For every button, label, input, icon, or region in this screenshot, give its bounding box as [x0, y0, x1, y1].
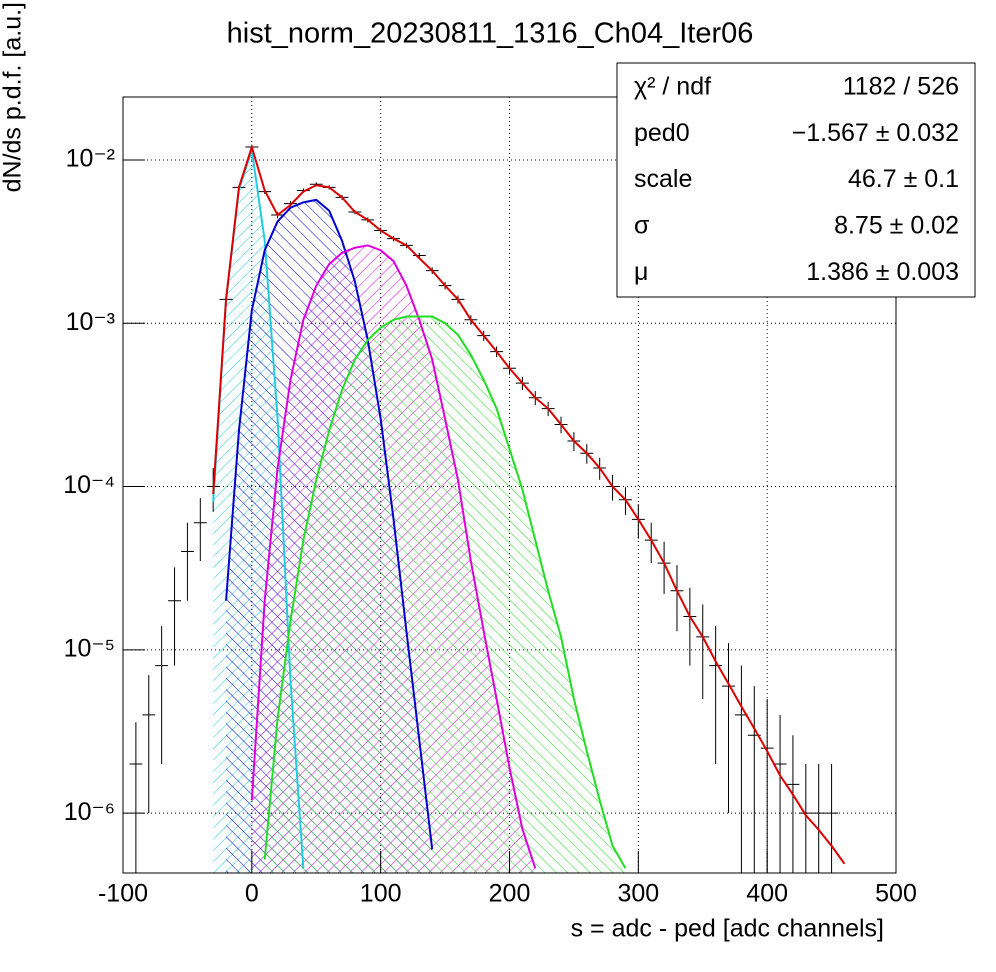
data-point [799, 763, 813, 873]
data-point [786, 735, 800, 873]
data-point [129, 722, 143, 873]
y-tick-label: 10⁻⁴ [63, 471, 115, 499]
y-tick-label: 10⁻⁶ [64, 798, 115, 826]
data-point [180, 522, 194, 601]
fit-curve [225, 198, 434, 850]
data-point [142, 675, 156, 814]
stats-label: scale [634, 165, 692, 193]
data-point [168, 567, 181, 666]
stats-label: χ² / ndf [634, 73, 711, 101]
x-tick-label: 500 [875, 880, 917, 908]
hatch-layer [213, 150, 626, 873]
x-tick-label: 300 [617, 880, 659, 908]
x-tick-label: -100 [98, 880, 148, 908]
x-tick-label: 400 [746, 880, 788, 908]
x-tick-label: 0 [245, 880, 259, 908]
x-axis-label: s = adc - ped [adc channels] [571, 915, 884, 943]
stats-value: 1182 / 526 [843, 73, 959, 101]
stats-value: 8.75 ± 0.02 [834, 212, 959, 240]
fit-curve [263, 315, 627, 869]
stats-label: μ [634, 258, 648, 286]
data-point [760, 699, 774, 873]
hatch-area [264, 316, 626, 873]
data-point [709, 625, 723, 764]
stats-label: ped0 [634, 119, 690, 147]
stats-label: σ [634, 212, 650, 240]
stats-layer: χ² / ndf 1182 / 526 ped0 −1.567 ± 0.032 scal… [634, 73, 959, 286]
data-point [812, 763, 826, 873]
data-point [825, 763, 839, 873]
data-point [773, 714, 787, 873]
y-tick-label: 10⁻⁵ [64, 634, 115, 662]
data-point [155, 625, 169, 764]
stats-box [616, 62, 976, 298]
curve-layer [212, 143, 846, 869]
x-tick-label: 100 [360, 880, 402, 908]
y-tick-label: 10⁻² [66, 145, 115, 173]
data-point [722, 643, 735, 814]
stats-value: −1.567 ± 0.032 [792, 119, 959, 147]
stats-value: 46.7 ± 0.1 [848, 165, 959, 193]
y-axis-label: dN/ds p.d.f. [a.u.] [0, 2, 27, 192]
fit-curve [212, 143, 846, 865]
fit-curve [250, 244, 537, 869]
stats-value: 1.386 ± 0.003 [806, 258, 959, 286]
x-tick-label: 200 [489, 880, 531, 908]
y-tick-label: 10⁻³ [66, 308, 115, 336]
axes-layer: -100 0 100 200 300 400 500 10⁻⁶ 10⁻⁵ 10⁻⁴ 10⁻³ 10⁻² [63, 145, 917, 908]
chart-title: hist_norm_20230811_1316_Ch04_Iter06 [227, 18, 754, 50]
data-point [193, 498, 207, 562]
